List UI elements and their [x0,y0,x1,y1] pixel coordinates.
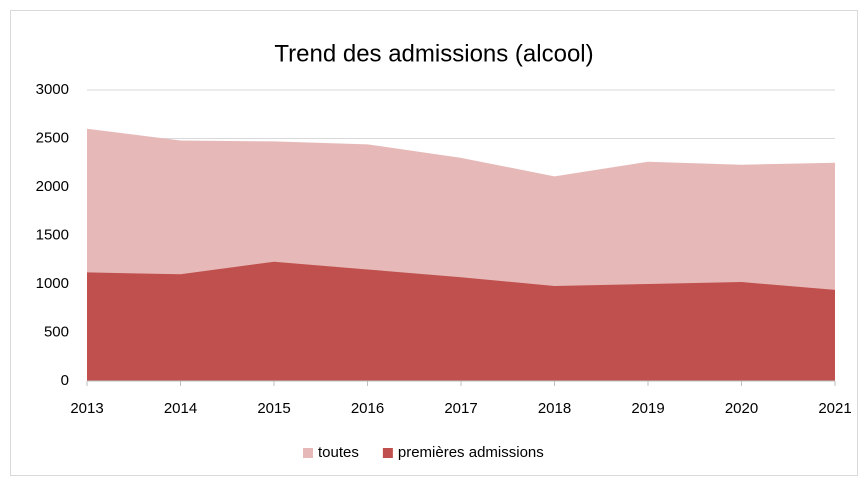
y-tick-label: 3000 [36,81,69,98]
legend-swatch [382,448,393,458]
legend-swatch [303,448,313,458]
areas [87,128,835,381]
x-tick-label: 2018 [538,400,571,417]
x-tick-label: 2021 [818,400,851,417]
x-tick-label: 2020 [725,400,758,417]
y-tick-label: 1500 [36,226,69,243]
x-tick-label: 2013 [70,400,103,417]
axes: 0 500 1000 1500 2000 2500 3000 2013 2014 2015 2016… [36,81,852,461]
y-tick-label: 500 [44,323,69,340]
legend-label: toutes [318,444,359,461]
y-tick-label: 1000 [36,275,69,292]
x-tick-label: 2016 [351,400,384,417]
y-tick-label: 2500 [36,129,69,146]
y-tick-label: 0 [61,372,69,389]
y-tick-label: 2000 [36,178,69,195]
x-tick-label: 2017 [444,400,477,417]
x-tick-label: 2019 [631,400,664,417]
chart-title: Trend des admissions (alcool) [274,40,593,67]
x-tick-label: 2014 [164,400,197,417]
area [87,261,835,381]
x-tick-label: 2015 [257,400,290,417]
legend-label: premières admissions [398,444,544,461]
